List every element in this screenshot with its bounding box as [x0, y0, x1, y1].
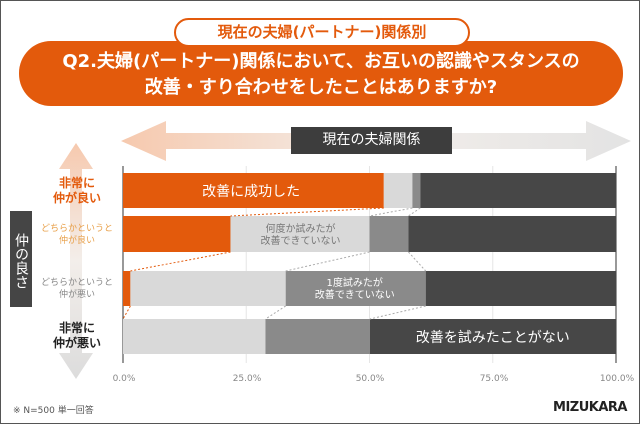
x-tick: 100.0% — [599, 374, 635, 384]
side-label: 仲の良さ — [10, 211, 32, 307]
bar-segment — [230, 216, 370, 252]
bar-segment — [123, 216, 231, 252]
x-tick: 0.0% — [112, 374, 136, 384]
question-banner: Q2.夫婦(パートナー)関係において、お互いの認識やスタンスの 改善・すり合わせ… — [19, 41, 623, 106]
connector-line — [265, 305, 286, 320]
bar-segment — [420, 173, 616, 208]
connector-line — [130, 251, 231, 272]
connector-line — [408, 251, 427, 272]
segment-label: 1度試みたが改善できていない — [315, 276, 395, 301]
row-label-somewhat-good: どちらかというと 仲が良い — [40, 224, 113, 246]
segment-label: 何度か試みたが改善できていない — [260, 222, 340, 247]
connector-line — [369, 305, 426, 320]
connector-line — [230, 207, 384, 217]
bar-segment — [123, 319, 266, 354]
x-tick: 50.0% — [355, 374, 385, 384]
bar-segment — [285, 271, 426, 306]
connector-line — [285, 251, 370, 272]
bar-segment — [369, 216, 409, 252]
row-label-somewhat-bad: どちらかというと 仲が悪い — [40, 278, 113, 300]
x-tick: 25.0% — [232, 374, 262, 384]
question-line-2: 改善・すり合わせをしたことはありますか? — [144, 77, 498, 98]
bar-segment — [265, 319, 370, 354]
question-line-1: Q2.夫婦(パートナー)関係において、お互いの認識やスタンスの — [62, 51, 580, 72]
row-label-very-bad: 非常に 仲が悪い — [52, 321, 101, 350]
row-label-very-good: 非常に 仲が良い — [52, 176, 101, 205]
bar-segment — [123, 173, 384, 208]
connector-line — [122, 305, 131, 320]
vertical-arrow — [59, 143, 93, 379]
connector-line — [369, 207, 413, 217]
bar-segment — [369, 319, 616, 354]
bar-segment — [408, 216, 616, 252]
brand-logo: MIZUKARA — [553, 400, 627, 415]
bar-segment — [412, 173, 421, 208]
bar-segment — [425, 271, 616, 306]
x-tick: 75.0% — [479, 374, 509, 384]
axis-banner: 現在の夫婦関係 — [291, 127, 452, 154]
segment-label: 改善を試みたことがない — [416, 330, 570, 346]
footer-note: ※ N=500 単一回答 — [13, 406, 94, 416]
segment-label: 改善に成功した — [202, 184, 300, 200]
bar-segment — [130, 271, 286, 306]
bar-segment — [383, 173, 413, 208]
subtitle-pill: 現在の夫婦(パートナー)関係別 — [174, 18, 470, 47]
bar-segment — [123, 271, 131, 306]
connector-line — [408, 207, 421, 217]
